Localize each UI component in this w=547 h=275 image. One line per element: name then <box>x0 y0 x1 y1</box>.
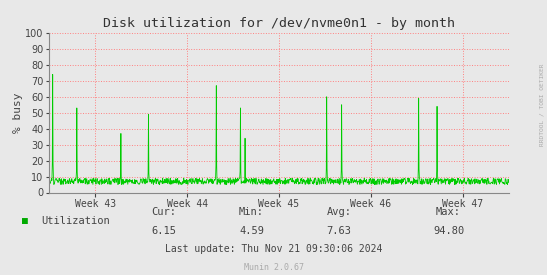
Text: 6.15: 6.15 <box>152 227 177 236</box>
Text: 94.80: 94.80 <box>433 227 464 236</box>
Text: Cur:: Cur: <box>152 207 177 217</box>
Text: Avg:: Avg: <box>327 207 352 217</box>
Title: Disk utilization for /dev/nvme0n1 - by month: Disk utilization for /dev/nvme0n1 - by m… <box>103 17 455 31</box>
Text: Munin 2.0.67: Munin 2.0.67 <box>243 263 304 272</box>
Text: Utilization: Utilization <box>41 216 110 226</box>
Text: Last update: Thu Nov 21 09:30:06 2024: Last update: Thu Nov 21 09:30:06 2024 <box>165 244 382 254</box>
Text: 7.63: 7.63 <box>327 227 352 236</box>
Text: Max:: Max: <box>436 207 461 217</box>
Text: 4.59: 4.59 <box>239 227 264 236</box>
Text: Min:: Min: <box>239 207 264 217</box>
Text: RRDTOOL / TOBI OETIKER: RRDTOOL / TOBI OETIKER <box>539 63 544 146</box>
Text: ■: ■ <box>22 216 28 226</box>
Y-axis label: % busy: % busy <box>13 92 22 133</box>
